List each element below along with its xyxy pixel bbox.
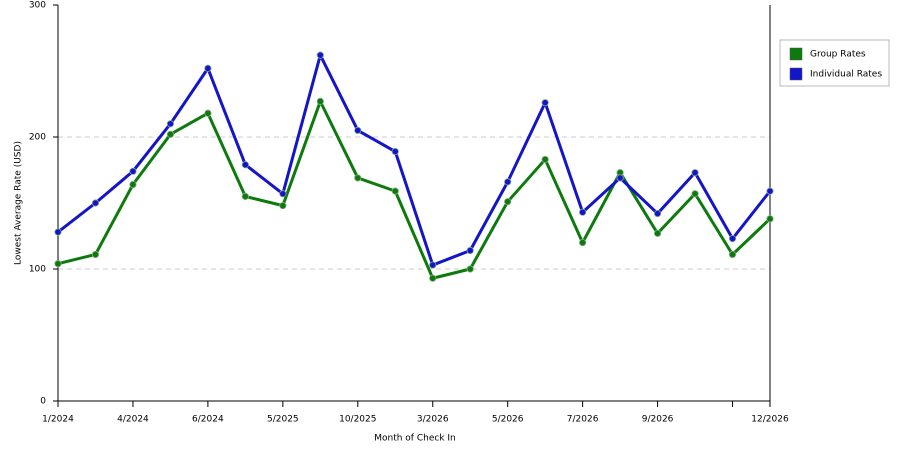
x-tick-label: 1/2024 — [42, 415, 74, 425]
data-point — [616, 174, 624, 182]
data-point — [391, 187, 399, 195]
y-tick-label: 100 — [29, 265, 46, 275]
x-tick-label: 6/2024 — [192, 415, 224, 425]
legend-label: Group Rates — [810, 50, 866, 60]
data-point — [354, 174, 362, 182]
data-point — [541, 99, 549, 107]
data-point — [653, 229, 662, 237]
data-point — [166, 130, 175, 138]
data-point — [504, 178, 512, 186]
x-tick-label: 4/2024 — [117, 415, 149, 425]
legend-label: Individual Rates — [810, 70, 882, 80]
data-point — [429, 261, 437, 269]
series-line — [57, 99, 772, 280]
data-point — [691, 169, 699, 177]
data-point — [129, 167, 137, 175]
data-point — [166, 120, 175, 128]
data-point — [691, 190, 699, 198]
y-tick-label: 200 — [29, 133, 46, 143]
data-point — [241, 192, 249, 200]
data-point — [579, 208, 587, 216]
data-point — [316, 97, 324, 105]
data-point — [391, 147, 399, 156]
x-tick-label: 3/2026 — [417, 415, 449, 425]
data-point — [466, 246, 474, 255]
data-point — [129, 180, 137, 189]
data-point — [504, 198, 512, 206]
x-tick-label: 5/2025 — [267, 415, 299, 425]
x-axis-label: Month of Check In — [374, 434, 456, 444]
data-point — [204, 109, 212, 117]
data-point — [466, 265, 474, 273]
x-tick-label: 9/2026 — [642, 415, 674, 425]
data-point — [354, 126, 362, 134]
data-point — [653, 209, 662, 218]
data-point — [541, 155, 549, 164]
x-tick-label: 12/2026 — [751, 415, 789, 425]
data-point — [728, 235, 737, 243]
data-point — [279, 190, 287, 198]
data-point — [91, 199, 100, 207]
x-tick-label: 5/2026 — [492, 415, 524, 425]
data-point — [241, 161, 249, 169]
data-point — [91, 250, 100, 259]
legend-swatch — [789, 47, 803, 61]
data-point — [204, 64, 212, 72]
y-axis-label: Lowest Average Rate (USD) — [14, 141, 24, 265]
legend-swatch — [789, 67, 803, 81]
data-point — [579, 239, 587, 247]
data-point — [316, 51, 324, 59]
data-point — [766, 215, 774, 223]
data-point — [54, 228, 62, 236]
data-point — [279, 202, 287, 210]
data-point — [728, 250, 737, 259]
data-point — [429, 274, 437, 282]
x-tick-label: 7/2026 — [567, 415, 599, 425]
y-tick-label: 300 — [29, 1, 46, 11]
data-point — [766, 187, 774, 195]
data-point — [54, 260, 62, 268]
y-tick-label: 0 — [40, 397, 46, 407]
series-line — [57, 53, 772, 267]
x-tick-label: 10/2025 — [339, 415, 376, 425]
